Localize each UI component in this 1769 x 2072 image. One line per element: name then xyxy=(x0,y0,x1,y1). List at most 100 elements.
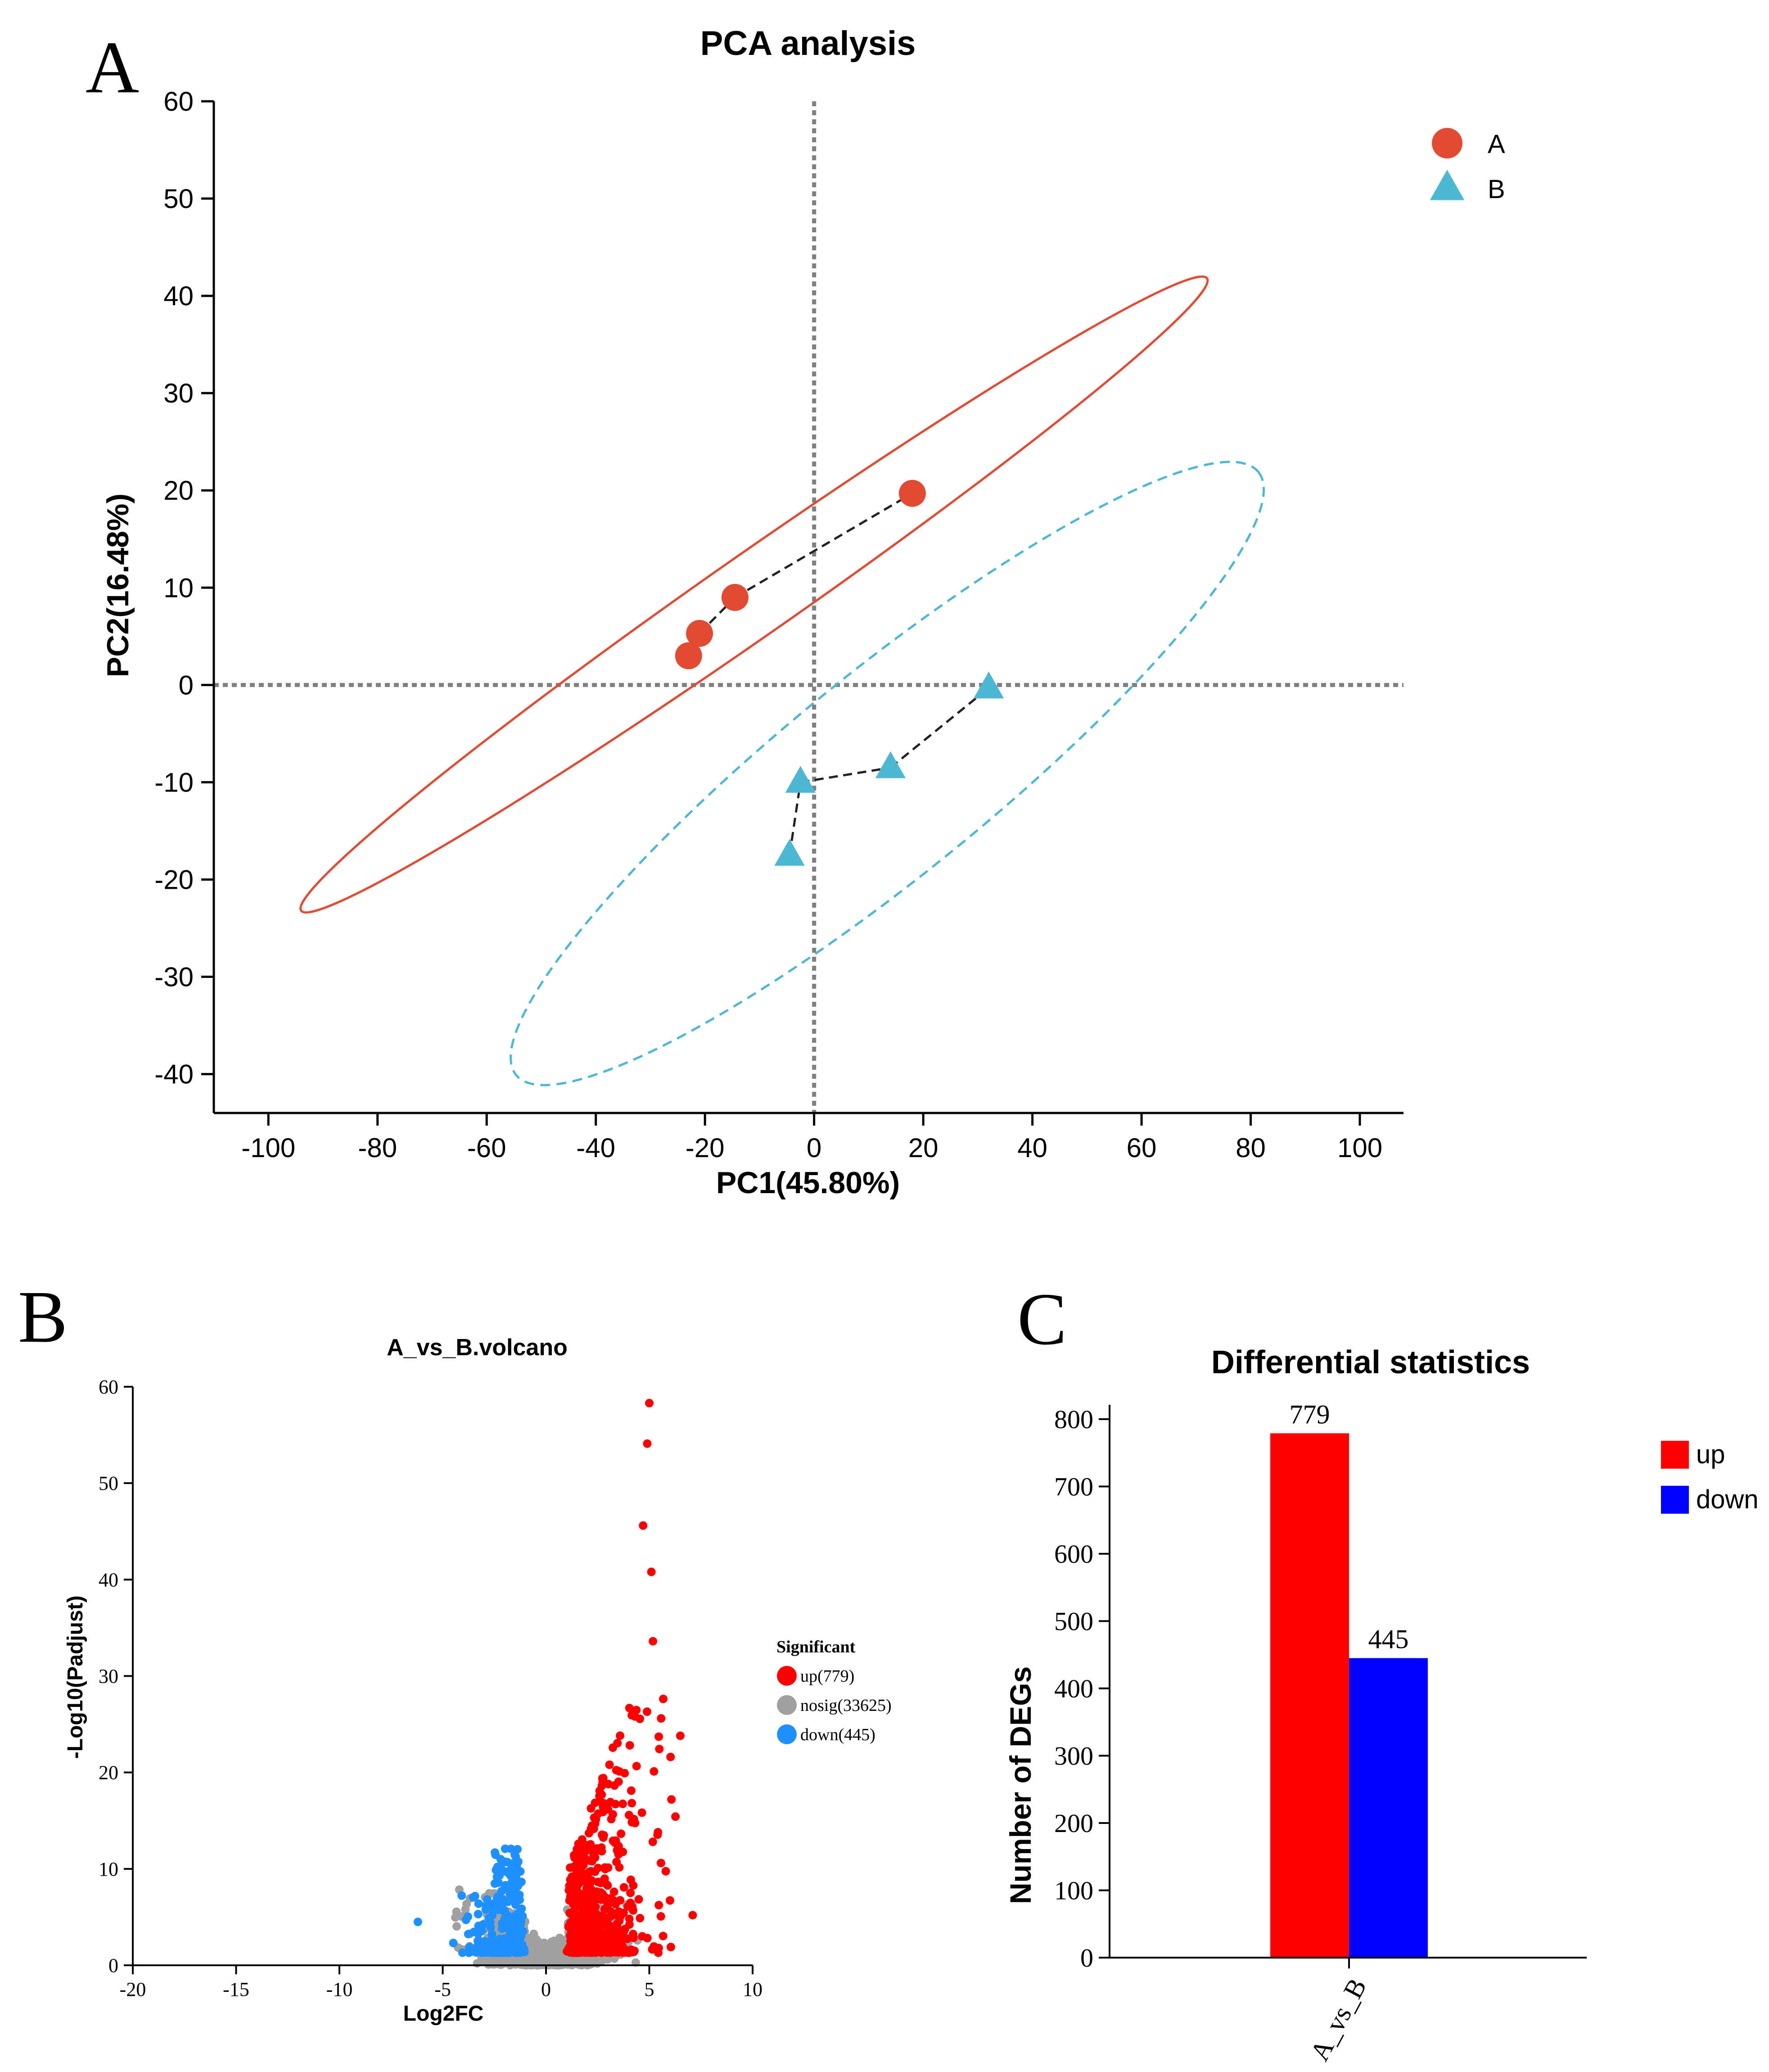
volcano-point-up xyxy=(625,1741,634,1750)
volcano-point-up xyxy=(627,1799,636,1808)
volcano-point-down xyxy=(474,1899,483,1908)
volcano-point-up xyxy=(671,1812,680,1821)
volcano-point-up xyxy=(593,1864,602,1873)
volcano-point-up xyxy=(566,1918,575,1927)
volcano-point-up xyxy=(565,1863,574,1872)
volcano-point-up xyxy=(619,1883,628,1892)
volcano-point-up xyxy=(616,1731,625,1740)
pca-y-tick-label: 10 xyxy=(163,573,194,603)
volcano-point-up xyxy=(625,1704,634,1713)
volcano-y-tick-label: 10 xyxy=(99,1858,118,1880)
pca-x-tick-label: -80 xyxy=(358,1133,397,1163)
pca-ellipse-a xyxy=(299,275,1209,914)
pca-x-tick-label: -20 xyxy=(686,1133,725,1163)
volcano-point-down xyxy=(457,1891,466,1900)
volcano-point-up xyxy=(607,1896,616,1905)
volcano-point-up xyxy=(600,1874,609,1883)
volcano-point-down xyxy=(465,1943,474,1952)
volcano-point-up xyxy=(628,1930,637,1939)
volcano-point-down xyxy=(511,1852,520,1861)
volcano-point-nosig xyxy=(473,1959,482,1968)
volcano-point-up xyxy=(568,1890,577,1899)
volcano-point-down xyxy=(504,1868,513,1877)
volcano-point-down xyxy=(506,1844,515,1853)
deg-y-tick-label: 700 xyxy=(1054,1472,1093,1502)
volcano-point-up xyxy=(607,1814,616,1823)
volcano-point-up xyxy=(636,1715,645,1724)
volcano-point-up xyxy=(610,1838,619,1847)
volcano-point-up xyxy=(581,1896,590,1905)
pca-legend-label-a: A xyxy=(1488,130,1505,159)
pca-y-tick-label: -10 xyxy=(154,767,194,797)
volcano-point-up xyxy=(676,1731,685,1740)
volcano-point-up xyxy=(666,1942,675,1951)
volcano-y-tick-label: 60 xyxy=(99,1376,118,1398)
volcano-point-up xyxy=(643,1707,652,1716)
volcano-point-up xyxy=(566,1881,575,1890)
deg-legend-label-up: up xyxy=(1696,1440,1725,1469)
volcano-point-down xyxy=(515,1928,524,1937)
deg-bars: 779 445 xyxy=(1270,1399,1428,1958)
volcano-point-down xyxy=(493,1892,502,1901)
volcano-point-down xyxy=(481,1940,490,1949)
volcano-point-up xyxy=(591,1948,600,1957)
deg-y-tick-label: 400 xyxy=(1054,1674,1093,1703)
volcano-point-up xyxy=(656,1912,665,1921)
pca-confidence-ellipses xyxy=(299,275,1265,1086)
volcano-point-down xyxy=(510,1912,519,1921)
volcano-point-down xyxy=(513,1845,522,1854)
volcano-point-down xyxy=(483,1895,492,1904)
volcano-point-up xyxy=(654,1732,663,1741)
volcano-point-nosig xyxy=(557,1940,566,1949)
pca-legend-marker-a xyxy=(1432,128,1462,158)
volcano-point-nosig xyxy=(551,1952,560,1961)
volcano-point-down xyxy=(472,1943,481,1952)
volcano-point-down xyxy=(492,1873,501,1882)
deg-y-tick-label: 600 xyxy=(1054,1539,1093,1569)
volcano-point-up xyxy=(607,1942,616,1951)
deg-y-tick-label: 800 xyxy=(1054,1405,1093,1434)
volcano-point-down xyxy=(495,1934,504,1943)
volcano-point-nosig xyxy=(451,1913,460,1922)
volcano-point-up xyxy=(617,1829,626,1838)
volcano-point-down xyxy=(473,1936,482,1945)
panel-label-a: A xyxy=(86,26,139,109)
pca-x-tick-label: -40 xyxy=(576,1133,615,1163)
pca-link-b xyxy=(788,782,802,855)
deg-y-tick-label: 500 xyxy=(1054,1607,1093,1636)
volcano-point-up xyxy=(572,1935,581,1944)
volcano-legend-marker-up xyxy=(777,1666,797,1686)
volcano-point-down xyxy=(497,1860,506,1869)
deg-legend-label-down: down xyxy=(1696,1485,1759,1514)
volcano-point-up xyxy=(596,1888,605,1897)
pca-ellipse-b xyxy=(510,461,1265,1086)
volcano-point-up xyxy=(659,1694,668,1703)
volcano-y-tick-label: 40 xyxy=(99,1569,118,1591)
volcano-x-tick-label: -10 xyxy=(326,1978,353,2000)
pca-legend: AB xyxy=(1430,128,1505,204)
volcano-point-down xyxy=(469,1893,478,1902)
pca-y-tick-label: -20 xyxy=(154,864,194,895)
volcano-x-tick-label: -15 xyxy=(223,1978,249,2000)
deg-bar-value-label-up: 779 xyxy=(1290,1399,1330,1429)
volcano-point-up xyxy=(643,1439,652,1448)
pca-y-tick-label: -40 xyxy=(154,1059,194,1090)
volcano-point-down xyxy=(507,1878,516,1887)
volcano-point-down xyxy=(518,1912,527,1921)
deg-bar-up xyxy=(1270,1433,1349,1958)
volcano-point-up xyxy=(579,1848,588,1857)
volcano-point-down xyxy=(505,1948,514,1957)
volcano-point-up xyxy=(665,1896,674,1905)
volcano-legend-label-up: up(779) xyxy=(800,1667,854,1686)
pca-x-tick-label: 60 xyxy=(1127,1133,1157,1163)
volcano-point-down xyxy=(511,1940,520,1949)
volcano-point-up xyxy=(606,1948,615,1957)
volcano-point-up xyxy=(587,1876,596,1885)
volcano-point-up xyxy=(620,1769,629,1778)
volcano-point-down xyxy=(512,1866,521,1875)
volcano-point-up xyxy=(666,1752,675,1761)
volcano-point-up xyxy=(623,1934,632,1943)
volcano-point-down xyxy=(413,1918,422,1927)
volcano-point-up xyxy=(619,1927,628,1936)
